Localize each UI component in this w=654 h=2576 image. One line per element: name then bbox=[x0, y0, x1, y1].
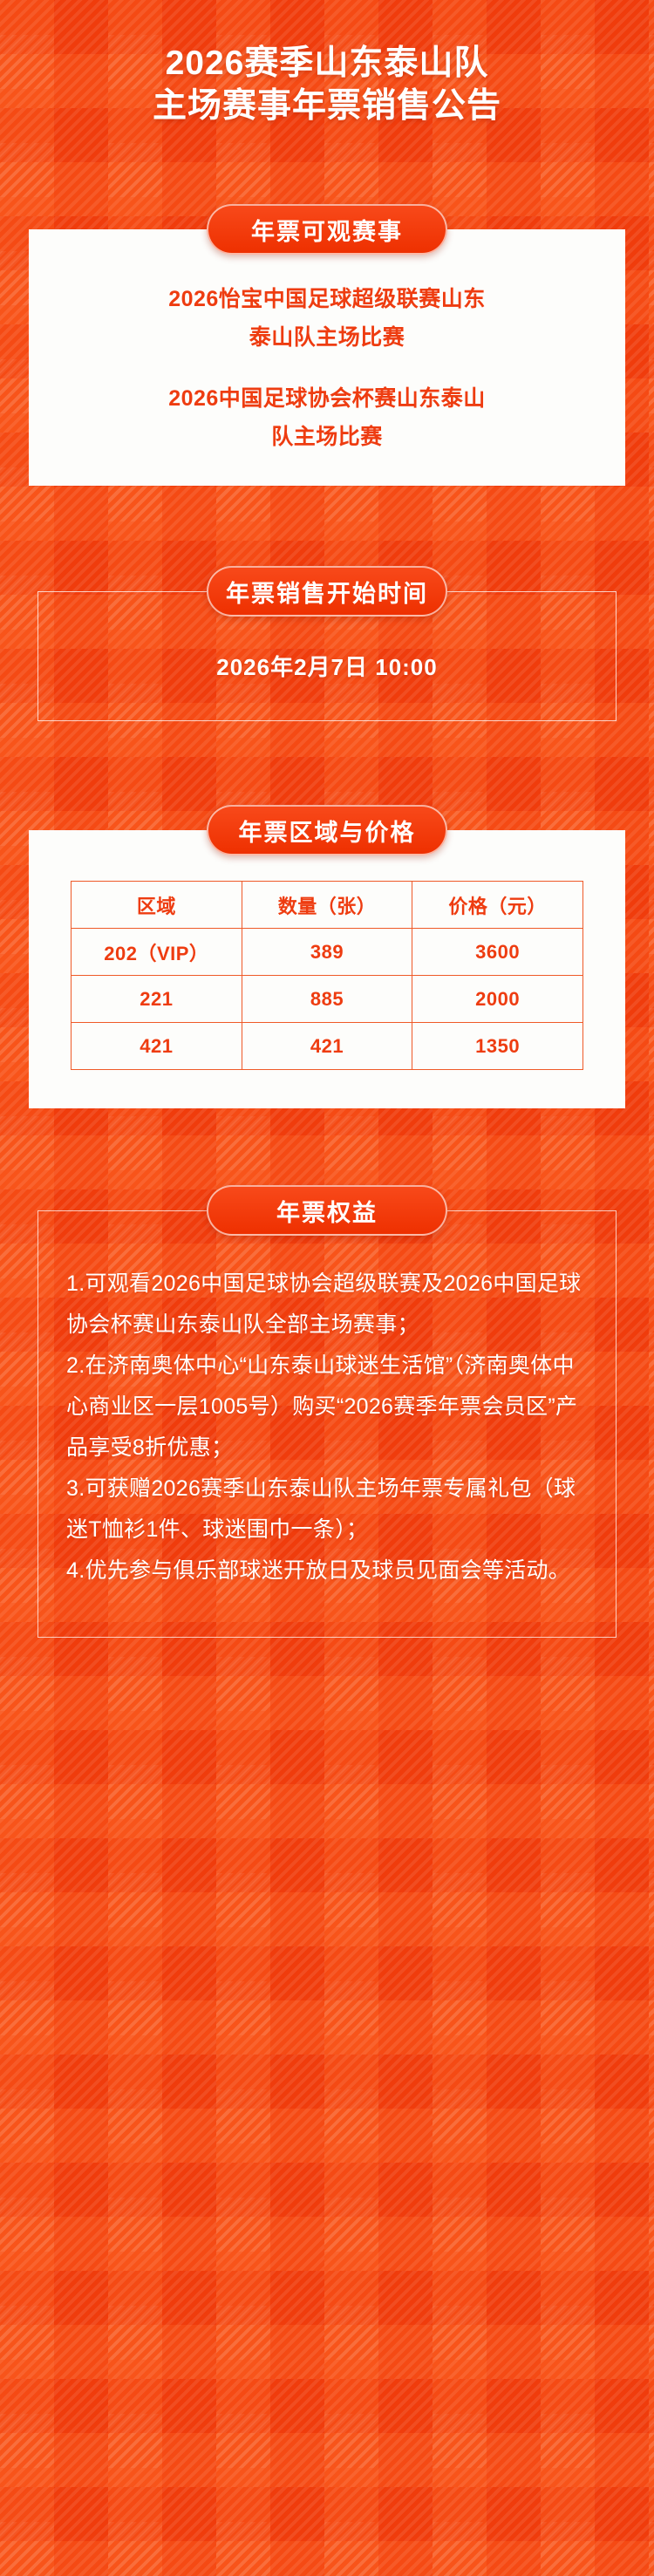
matches-card: 2026怡宝中国足球超级联赛山东 泰山队主场比赛 2026中国足球协会杯赛山东泰… bbox=[29, 229, 625, 486]
table-cell-price: 2000 bbox=[412, 975, 583, 1023]
sale-time-value: 2026年2月7日 10:00 bbox=[216, 654, 438, 680]
section-header-zones-prices: 年票区域与价格 bbox=[207, 805, 447, 855]
price-table: 区域 数量（张） 价格（元） 202（VIP） 389 3600 221 885… bbox=[71, 881, 583, 1070]
section-zones-prices: 年票区域与价格 区域 数量（张） 价格（元） 202（VIP） 389 3600 bbox=[0, 805, 654, 1108]
table-cell-zone: 421 bbox=[71, 1022, 242, 1070]
section-benefits: 年票权益 1.可观看2026中国足球协会超级联赛及2026中国足球协会杯赛山东泰… bbox=[0, 1185, 654, 1638]
section-sale-time: 年票销售开始时间 2026年2月7日 10:00 bbox=[0, 566, 654, 721]
section-header-matches: 年票可观赛事 bbox=[207, 204, 447, 255]
benefit-item: 2.在济南奥体中心“山东泰山球迷生活馆”（济南奥体中心商业区一层1005号）购买… bbox=[66, 1353, 578, 1460]
title-line-1: 2026赛季山东泰山队 bbox=[165, 44, 489, 82]
section-header-label: 年票权益 bbox=[276, 1199, 378, 1226]
match-line: 2026中国足球协会杯赛山东泰山 bbox=[168, 386, 486, 411]
table-cell-quantity: 389 bbox=[241, 928, 413, 976]
table-cell-price: 3600 bbox=[412, 928, 583, 976]
section-header-label: 年票区域与价格 bbox=[238, 819, 416, 846]
benefits-box: 1.可观看2026中国足球协会超级联赛及2026中国足球协会杯赛山东泰山队全部主… bbox=[37, 1210, 617, 1638]
table-cell-zone: 202（VIP） bbox=[71, 928, 242, 976]
spacer bbox=[58, 357, 596, 379]
benefit-item: 1.可观看2026中国足球协会超级联赛及2026中国足球协会杯赛山东泰山队全部主… bbox=[66, 1271, 582, 1337]
benefit-item: 4.优先参与俱乐部球迷开放日及球员见面会等活动。 bbox=[66, 1558, 571, 1583]
benefit-item: 3.可获赠2026赛季山东泰山队主场年票专属礼包（球迷T恤衫1件、球迷围巾一条）… bbox=[66, 1476, 576, 1542]
table-row: 202（VIP） 389 3600 bbox=[71, 928, 583, 976]
section-header-label: 年票可观赛事 bbox=[251, 218, 403, 245]
table-row: 221 885 2000 bbox=[71, 975, 583, 1023]
price-table-card: 区域 数量（张） 价格（元） 202（VIP） 389 3600 221 885… bbox=[29, 830, 625, 1108]
match-line: 2026怡宝中国足球超级联赛山东 bbox=[168, 287, 486, 311]
match-line: 泰山队主场比赛 bbox=[249, 325, 405, 350]
table-cell-zone: 221 bbox=[71, 975, 242, 1023]
section-matches: 年票可观赛事 2026怡宝中国足球超级联赛山东 泰山队主场比赛 2026中国足球… bbox=[0, 204, 654, 486]
page-title: 2026赛季山东泰山队 主场赛事年票销售公告 bbox=[0, 0, 654, 127]
section-header-sale-time: 年票销售开始时间 bbox=[207, 566, 447, 617]
match-line: 队主场比赛 bbox=[271, 425, 383, 449]
table-column-header: 价格（元） bbox=[412, 881, 583, 929]
section-header-benefits: 年票权益 bbox=[207, 1185, 447, 1236]
table-column-header: 数量（张） bbox=[241, 881, 413, 929]
table-column-header: 区域 bbox=[71, 881, 242, 929]
table-cell-quantity: 421 bbox=[241, 1022, 413, 1070]
table-cell-quantity: 885 bbox=[241, 975, 413, 1023]
table-row: 421 421 1350 bbox=[71, 1022, 583, 1070]
section-header-label: 年票销售开始时间 bbox=[226, 580, 428, 607]
table-header-row: 区域 数量（张） 价格（元） bbox=[71, 881, 583, 929]
table-cell-price: 1350 bbox=[412, 1022, 583, 1070]
title-line-2: 主场赛事年票销售公告 bbox=[152, 87, 501, 125]
